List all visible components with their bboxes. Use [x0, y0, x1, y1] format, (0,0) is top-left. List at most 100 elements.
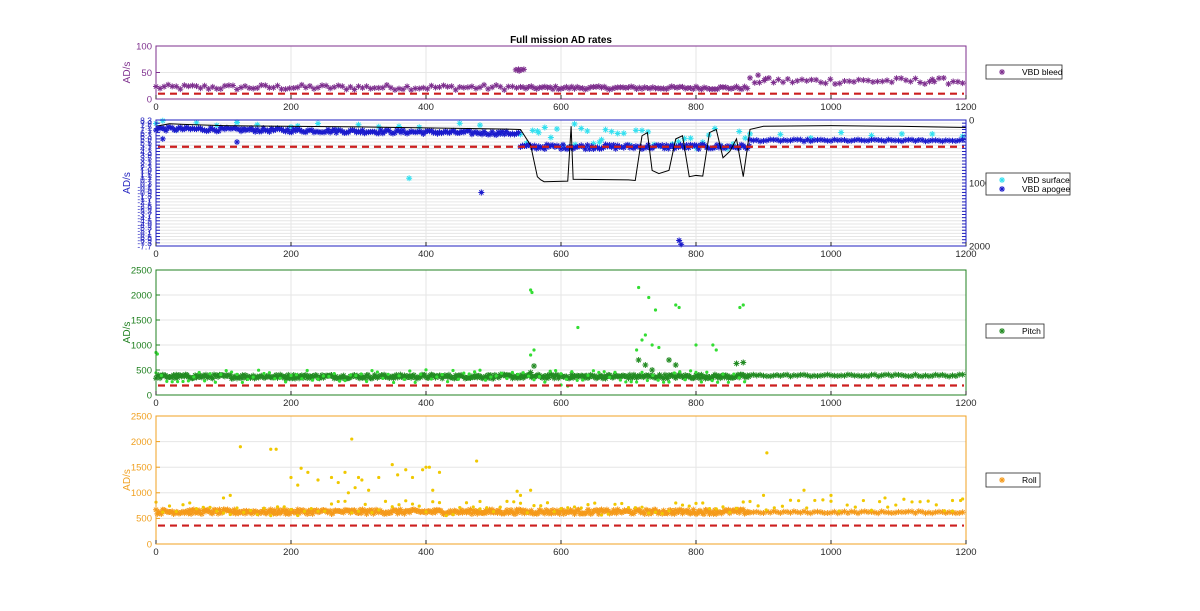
- data-point: [428, 509, 435, 516]
- data-point: [559, 507, 563, 511]
- data-point: [861, 372, 868, 379]
- data-point: [663, 142, 670, 149]
- data-point: [683, 142, 690, 149]
- data-point: [582, 510, 589, 517]
- data-point: [697, 375, 704, 382]
- data-point: [560, 510, 567, 517]
- data-point: [902, 77, 909, 84]
- data-point: [570, 145, 577, 152]
- data-point: [770, 372, 777, 379]
- data-point: [721, 505, 725, 509]
- data-point: [664, 375, 671, 382]
- data-point: [701, 511, 708, 518]
- data-point: [711, 125, 718, 132]
- data-point: [520, 84, 527, 91]
- data-point: [507, 131, 514, 138]
- data-point: [620, 501, 624, 506]
- data-point: [934, 503, 938, 507]
- y-axis-label: AD/s: [122, 322, 133, 344]
- data-point: [508, 372, 515, 379]
- y-tick-label: -0.1: [137, 181, 152, 191]
- data-point: [266, 128, 273, 135]
- y-tick-label: 1.9: [140, 166, 152, 176]
- data-point: [751, 79, 758, 86]
- data-point: [499, 128, 506, 135]
- data-point: [527, 369, 534, 376]
- data-point: [959, 371, 966, 378]
- data-point: [804, 372, 811, 379]
- data-point: [753, 508, 760, 515]
- y-tick-label: 2500: [131, 411, 152, 422]
- data-point: [742, 144, 749, 151]
- y-tick-label: -1.3: [137, 191, 152, 201]
- data-point: [678, 241, 685, 248]
- data-point: [329, 502, 334, 506]
- data-point: [898, 372, 905, 379]
- data-point: [522, 85, 529, 92]
- data-point: [319, 372, 326, 379]
- data-point: [227, 371, 234, 378]
- data-point: [471, 505, 475, 509]
- data-point: [518, 371, 525, 378]
- data-point: [571, 120, 578, 127]
- data-point: [340, 509, 347, 516]
- data-point: [202, 371, 209, 378]
- data-point: [406, 509, 413, 516]
- data-point: [185, 125, 192, 132]
- data-point: [645, 128, 652, 135]
- data-point: [575, 506, 582, 513]
- data-point: [422, 128, 429, 135]
- data-point: [455, 509, 462, 516]
- data-point: [248, 508, 253, 513]
- data-point: [451, 512, 455, 517]
- data-point: [946, 509, 953, 516]
- data-point: [504, 507, 510, 514]
- data-point: [271, 507, 278, 514]
- data-point: [367, 488, 371, 492]
- data-point: [580, 375, 587, 382]
- data-point: [327, 85, 334, 92]
- data-point: [892, 137, 899, 144]
- data-point: [329, 475, 334, 480]
- data-point: [851, 509, 858, 516]
- data-point: [671, 84, 678, 91]
- data-point: [767, 136, 774, 143]
- x-tick-label: 200: [283, 102, 299, 113]
- y-tick-label: 5.9: [140, 134, 152, 144]
- data-point: [743, 380, 747, 384]
- data-point: [466, 127, 473, 134]
- panel-3: 0 200 400 600 800 1000 1200 0 500 1000 1500 2000 250…: [122, 265, 1045, 409]
- data-point: [574, 83, 581, 90]
- y-tick-label: 0: [147, 539, 152, 550]
- data-point: [339, 83, 346, 90]
- data-point: [767, 373, 774, 380]
- data-point: [552, 83, 559, 90]
- series-vbd-apogee: [153, 123, 966, 248]
- legend-label: VBD apogee: [1022, 184, 1070, 194]
- data-point: [641, 510, 648, 517]
- data-point: [505, 376, 509, 381]
- data-point: [367, 85, 374, 92]
- data-point: [285, 371, 292, 378]
- data-point: [300, 374, 307, 381]
- data-point: [311, 378, 315, 382]
- data-point: [614, 130, 621, 137]
- data-point: [154, 372, 161, 379]
- data-point: [724, 372, 731, 379]
- data-point: [360, 478, 364, 482]
- data-point: [774, 509, 780, 516]
- data-point: [518, 493, 523, 497]
- data-point: [336, 480, 340, 485]
- data-point: [566, 506, 570, 510]
- data-point: [313, 372, 320, 379]
- data-point: [797, 136, 804, 143]
- data-point: [642, 362, 649, 368]
- data-point: [300, 377, 304, 381]
- data-point: [587, 510, 594, 517]
- data-point: [639, 85, 645, 92]
- data-point: [710, 378, 714, 383]
- data-point: [945, 80, 952, 87]
- data-point: [861, 498, 866, 503]
- data-point: [413, 374, 420, 381]
- data-point: [273, 377, 277, 381]
